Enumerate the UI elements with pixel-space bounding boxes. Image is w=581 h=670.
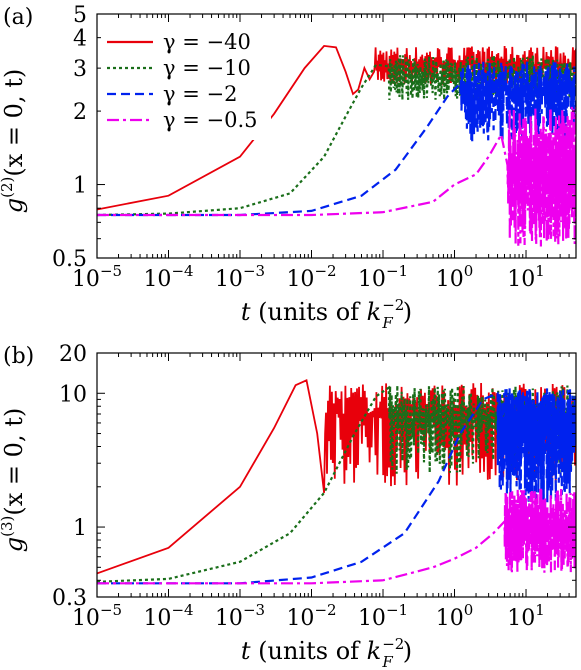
x-axis-label: t (units of k−2 F): [241, 635, 412, 670]
x-axis-label: t (units of k−2 F): [241, 296, 412, 332]
x-tick-label: 101: [507, 601, 545, 631]
x-tick-label: 100: [436, 262, 474, 292]
panel-label: (b): [3, 344, 34, 369]
series-line-3: [97, 388, 576, 585]
y-tick-label: 4: [73, 27, 87, 52]
y-tick-label: 20: [59, 342, 87, 367]
series-line-4: [97, 106, 576, 247]
y-axis-label: g(2)(x = 0, t): [0, 69, 28, 213]
y-axis-label: g(3)(x = 0, t): [0, 408, 28, 552]
x-tick-label: 10−4: [143, 262, 193, 292]
series-group: [97, 44, 576, 247]
legend: γ = −40γ = −10γ = −2γ = −0.5: [101, 30, 271, 140]
x-tick-label: 10−5: [72, 601, 122, 631]
y-tick-label: 2: [73, 100, 87, 125]
plot-frame: [96, 13, 577, 259]
y-tick-label: 0.3: [52, 586, 87, 611]
legend-background: [101, 30, 271, 140]
x-tick-label: 10−1: [358, 262, 408, 292]
x-tick-label: 10−5: [72, 262, 122, 292]
x-tick-label: 10−4: [143, 601, 193, 631]
series-line-3: [97, 61, 576, 217]
x-tick-label: 10−2: [286, 262, 336, 292]
panel-label: (a): [3, 5, 33, 30]
series-group: [97, 379, 576, 585]
x-tick-label: 10−3: [215, 262, 265, 292]
panel-b: 10−5 10−4 10−3 10−2 10−1 100 101 0.3 1 10 20 (b) g(3…: [0, 342, 577, 670]
x-tick-label: 10−3: [215, 601, 265, 631]
y-tick-label: 1: [73, 174, 87, 199]
x-tick-label: 101: [507, 262, 545, 292]
x-tick-label: 10−1: [358, 601, 408, 631]
legend-label-1: γ = −40: [163, 30, 251, 54]
legend-label-3: γ = −2: [163, 82, 237, 106]
y-tick-label: 0.5: [52, 247, 87, 272]
x-tick-label: 10−2: [286, 601, 336, 631]
x-tick-label: 100: [436, 601, 474, 631]
y-tick-label: 1: [73, 516, 87, 541]
y-tick-label: 5: [73, 3, 87, 28]
series-line-2: [97, 385, 576, 583]
legend-label-2: γ = −10: [163, 56, 251, 80]
series-line-4: [97, 487, 576, 585]
y-tick-label: 10: [59, 382, 87, 407]
y-tick-label: 3: [73, 57, 87, 82]
legend-label-4: γ = −0.5: [163, 108, 258, 132]
panel-a: 10−5 10−4 10−3 10−2 10−1 100 101 0.5 1 2 3 45 (a) g(2…: [0, 3, 577, 332]
plot-frame: [96, 352, 577, 598]
